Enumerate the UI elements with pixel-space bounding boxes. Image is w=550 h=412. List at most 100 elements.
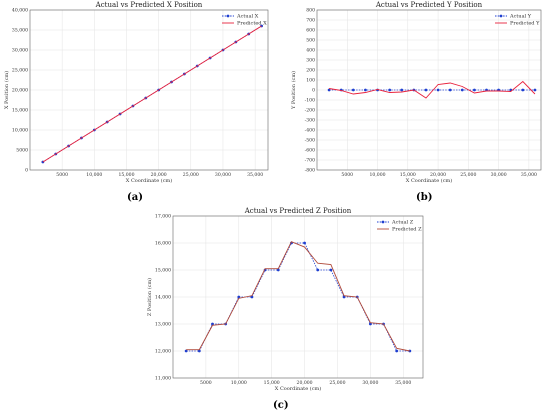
c0-legend-label: Actual X: [236, 14, 259, 20]
c1-chart-title: Actual vs Predicted Y Position: [375, 1, 483, 9]
c1-y-tick-label: -100: [305, 98, 315, 104]
c0-x-tick-label: 10,000: [86, 172, 102, 178]
c1-legend-label: Predicted Y: [510, 21, 540, 27]
c0-y-tick-label: 35,000: [12, 28, 28, 34]
c1-x-tick-label: 10,000: [370, 172, 386, 178]
c2-data-point: [395, 349, 399, 353]
c0-x-tick-label: 20,000: [151, 172, 167, 178]
c1-x-tick-label: 20,000: [430, 172, 446, 178]
c1-y-axis-label: Y Position (cm): [290, 71, 297, 110]
c0-y-tick-label: 10,000: [12, 128, 28, 134]
c0-x-tick-label: 25,000: [183, 172, 199, 178]
c0-x-tick-label: 30,000: [215, 172, 231, 178]
c0-plot-frame: [29, 9, 269, 171]
c1-y-tick-label: -600: [305, 148, 315, 154]
c2-series-line-2: [186, 241, 410, 352]
c2-y-tick-label: 12,000: [155, 349, 171, 355]
c1-y-tick-label: -300: [305, 118, 315, 124]
c2-data-point: [368, 322, 372, 326]
c1-y-tick-label: 500: [306, 38, 315, 44]
c1-legend-label: Actual Y: [509, 14, 532, 20]
c0-y-tick-label: 25,000: [12, 68, 28, 74]
c1-y-tick-label: 400: [306, 48, 315, 54]
c1-legend-marker: [499, 14, 503, 18]
c0-x-tick-label: 35,000: [247, 172, 263, 178]
c0-y-tick-label: 20,000: [12, 88, 28, 94]
c0-y-tick-label: 30,000: [12, 48, 28, 54]
c2-data-point: [237, 295, 241, 299]
panel-caption-b: (b): [416, 192, 432, 203]
c1-x-tick-label: 5000: [341, 172, 353, 178]
c1-y-tick-label: 800: [306, 8, 315, 14]
c1-x-tick-label: 30,000: [491, 172, 507, 178]
c1-x-tick-label: 35,000: [521, 172, 537, 178]
c2-y-tick-label: 16,000: [155, 241, 171, 247]
c1-y-tick-label: -400: [305, 128, 315, 134]
c1-plot-frame: [316, 9, 542, 171]
c0-x-tick-label: 15,000: [118, 172, 134, 178]
c2-x-tick-label: 20,000: [297, 380, 313, 386]
c2-data-point: [316, 268, 320, 272]
c2-x-axis-label: X Coordinate (cm): [275, 385, 321, 392]
c1-data-point: [460, 88, 464, 92]
c0-y-tick-label: 0: [25, 168, 28, 174]
c0-y-tick-label: 40,000: [12, 8, 28, 14]
c1-data-point: [436, 88, 440, 92]
c1-data-point: [364, 88, 367, 92]
c2-data-point: [250, 295, 254, 299]
c2-x-tick-label: 30,000: [362, 380, 378, 386]
c1-data-point: [327, 88, 331, 92]
c2-data-point: [184, 349, 188, 353]
c1-x-tick-label: 15,000: [400, 172, 416, 178]
c1-y-tick-label: -200: [305, 108, 315, 114]
c1-y-tick-label: -500: [305, 138, 315, 144]
c1-y-tick-label: -800: [305, 168, 315, 174]
chart-b: (b) -800 -700 -600 -500 -400 -300 -200 -100 0 100…: [290, 1, 542, 203]
c2-x-tick-label: 5000: [200, 380, 212, 386]
c2-legend-label: Predicted Z: [392, 227, 422, 233]
c1-data-point: [388, 88, 392, 92]
c1-y-tick-label: 700: [306, 18, 315, 24]
c2-plot-frame: [172, 215, 424, 379]
c2-legend-marker: [381, 220, 385, 224]
c1-y-tick-label: 200: [306, 68, 315, 74]
c1-data-point: [521, 88, 525, 92]
c1-data-point: [351, 88, 355, 92]
c1-data-point: [400, 88, 404, 92]
c0-chart-title: Actual vs Predicted X Position: [95, 1, 203, 9]
c2-x-tick-label: 35,000: [395, 380, 411, 386]
c2-legend-label: Actual Z: [391, 220, 414, 226]
c0-legend-label: Predicted X: [237, 21, 267, 27]
c0-legend-marker: [226, 14, 230, 18]
panel-caption-c: (c): [273, 400, 289, 411]
c1-data-point: [533, 88, 537, 92]
c2-x-tick-label: 15,000: [264, 380, 280, 386]
c0-y-tick-label: 15,000: [12, 108, 28, 114]
c1-series-line-2: [329, 80, 536, 99]
c2-y-tick-label: 14,000: [155, 295, 171, 301]
c0-y-axis-label: X Position (cm): [3, 71, 10, 109]
c1-y-tick-label: 100: [306, 78, 315, 84]
chart-a: (a) 0 5000 10,000 15,000 20,000 25,000 30,000 3…: [3, 1, 269, 203]
c2-data-point: [342, 295, 346, 299]
c1-y-tick-label: 600: [306, 28, 315, 34]
c2-data-point: [408, 349, 412, 353]
c0-x-axis-label: X Coordinate (cm): [126, 177, 172, 184]
panel-caption-a: (a): [127, 192, 143, 203]
c1-data-point: [448, 88, 452, 92]
c1-data-point: [424, 88, 428, 92]
c2-x-tick-label: 25,000: [329, 380, 345, 386]
c1-y-tick-label: 300: [306, 58, 315, 64]
c2-data-point: [303, 241, 306, 245]
c1-x-tick-label: 25,000: [460, 172, 476, 178]
c1-data-point: [473, 88, 476, 92]
c2-data-point: [276, 268, 280, 272]
c2-x-tick-label: 10,000: [231, 380, 247, 386]
c0-series-line-2: [42, 25, 262, 163]
c2-y-tick-label: 15,000: [155, 268, 171, 274]
c1-y-tick-label: -700: [305, 158, 315, 164]
c2-y-tick-label: 17,000: [155, 214, 171, 220]
c2-y-tick-label: 11,000: [155, 376, 171, 382]
c2-chart-title: Actual vs Predicted Z Position: [244, 207, 352, 215]
c2-data-point: [197, 349, 201, 353]
